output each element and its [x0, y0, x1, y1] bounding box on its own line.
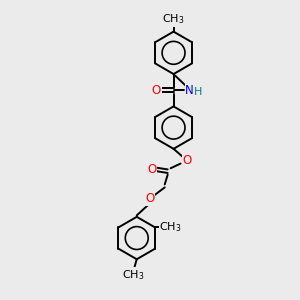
Text: O: O	[147, 163, 156, 176]
Text: O: O	[152, 84, 161, 97]
Text: O: O	[182, 154, 192, 166]
Text: CH$_3$: CH$_3$	[160, 220, 182, 234]
Text: CH$_3$: CH$_3$	[162, 12, 185, 26]
Text: N: N	[185, 84, 194, 97]
Text: H: H	[194, 87, 202, 97]
Text: O: O	[146, 192, 154, 205]
Text: CH$_3$: CH$_3$	[122, 268, 145, 282]
